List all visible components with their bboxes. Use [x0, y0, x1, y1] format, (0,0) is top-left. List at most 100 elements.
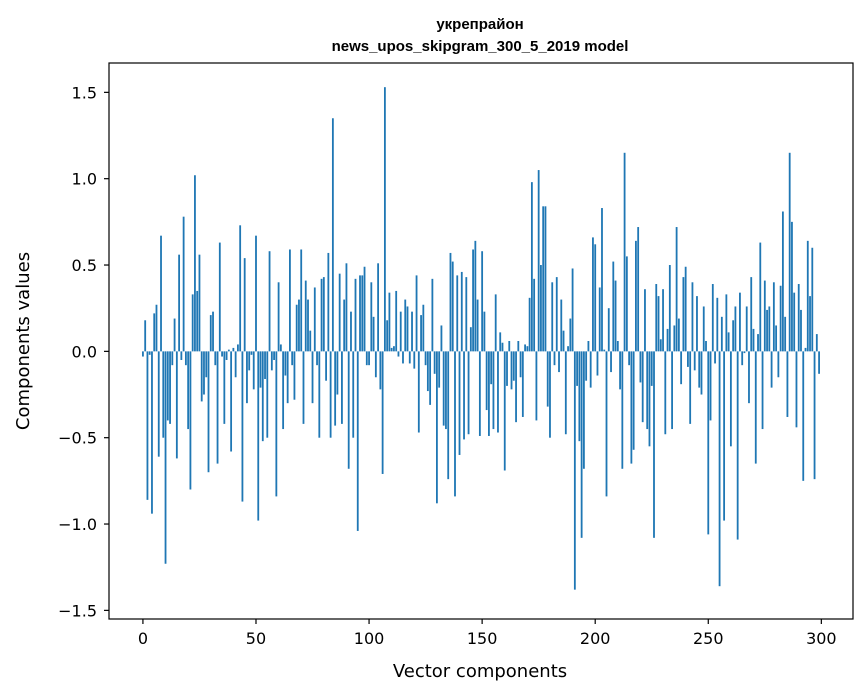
- bar-component-228: [657, 296, 660, 352]
- bar-component-6: [155, 304, 158, 352]
- bar-component-33: [216, 351, 219, 464]
- bar-component-278: [770, 351, 773, 388]
- bar-component-135: [447, 351, 450, 480]
- bar-component-211: [619, 351, 621, 390]
- bar-component-193: [578, 351, 581, 442]
- bar-component-70: [300, 249, 303, 352]
- bar-component-137: [451, 261, 454, 352]
- bar-component-254: [716, 297, 719, 352]
- bar-component-19: [184, 351, 187, 366]
- bar-component-242: [689, 351, 692, 424]
- bar-component-158: [499, 332, 502, 352]
- bar-component-264: [739, 292, 741, 352]
- bar-component-261: [732, 320, 735, 352]
- bar-component-117: [406, 306, 409, 352]
- bar-component-63: [284, 351, 287, 376]
- bar-component-186: [562, 330, 565, 352]
- bar-component-259: [727, 332, 730, 352]
- plot-area-frame: [108, 62, 854, 620]
- y-tick-label: −1.0: [58, 515, 97, 534]
- bar-component-200: [594, 244, 597, 352]
- bar-component-170: [526, 346, 529, 352]
- bar-component-81: [325, 351, 327, 381]
- x-tick-label: 0: [138, 629, 148, 648]
- bar-component-283: [781, 211, 784, 352]
- bar-component-286: [788, 152, 791, 352]
- bar-component-243: [691, 282, 694, 352]
- bar-component-39: [230, 351, 233, 452]
- bar-component-206: [607, 308, 610, 352]
- bar-component-20: [187, 351, 190, 430]
- bar-component-253: [714, 351, 716, 364]
- bar-component-212: [621, 351, 624, 469]
- bar-component-139: [456, 275, 459, 352]
- bar-component-121: [415, 275, 418, 352]
- bar-component-99: [365, 351, 368, 366]
- bar-component-240: [684, 266, 687, 352]
- bar-component-167: [519, 351, 522, 378]
- bar-component-234: [671, 351, 673, 430]
- bar-component-94: [354, 278, 357, 352]
- bar-component-116: [404, 299, 407, 352]
- x-tick-label: 150: [467, 629, 498, 648]
- bar-component-27: [203, 351, 205, 395]
- bar-component-152: [485, 351, 488, 411]
- bar-component-176: [540, 265, 542, 352]
- bar-component-258: [725, 294, 728, 352]
- y-axis-label: Components values: [13, 252, 34, 430]
- bar-component-250: [707, 351, 710, 535]
- bar-component-245: [696, 296, 698, 352]
- y-axis-ticks: −1.5 −1.0 −0.5 0.0 0.5 1.0 1.5: [58, 83, 109, 620]
- bar-component-110: [390, 347, 393, 352]
- bar-component-198: [589, 351, 592, 388]
- bar-component-11: [166, 351, 169, 421]
- bar-component-144: [467, 351, 470, 435]
- bar-component-269: [750, 277, 753, 352]
- bar-component-172: [530, 182, 533, 352]
- bar-component-285: [786, 351, 789, 417]
- bar-component-191: [573, 351, 576, 590]
- bar-component-273: [759, 242, 762, 352]
- bar-component-79: [320, 278, 323, 352]
- bar-component-119: [411, 311, 413, 352]
- bar-component-30: [209, 315, 212, 352]
- bar-component-102: [372, 316, 375, 352]
- bar-component-184: [558, 351, 560, 373]
- bar-component-29: [207, 351, 210, 473]
- bar-component-171: [528, 297, 531, 352]
- bar-component-128: [431, 278, 434, 352]
- bar-component-267: [745, 306, 748, 352]
- bar-component-179: [546, 351, 549, 407]
- bar-component-150: [481, 251, 484, 352]
- bar-component-131: [438, 351, 441, 388]
- y-tick-label: 0.5: [72, 256, 97, 275]
- bar-component-207: [610, 351, 612, 373]
- bar-component-120: [413, 351, 416, 369]
- bar-component-263: [736, 351, 739, 540]
- bar-component-84: [331, 118, 334, 352]
- bar-component-50: [255, 235, 257, 352]
- bar-component-143: [465, 277, 468, 352]
- bar-component-147: [474, 240, 477, 352]
- bar-component-216: [630, 351, 633, 464]
- bar-component-134: [445, 351, 447, 430]
- bar-component-156: [494, 294, 497, 352]
- y-tick-label: −1.5: [58, 601, 97, 620]
- bar-component-57: [270, 351, 273, 371]
- bar-component-187: [564, 351, 567, 435]
- bar-component-122: [417, 351, 420, 433]
- bar-component-160: [503, 351, 506, 471]
- bar-component-166: [517, 341, 520, 352]
- bar-component-52: [259, 351, 262, 388]
- bar-component-130: [436, 351, 438, 504]
- bar-component-69: [298, 299, 300, 352]
- x-tick-label: 100: [354, 629, 385, 648]
- bar-component-68: [295, 304, 298, 352]
- bar-component-88: [341, 351, 343, 424]
- bar-component-16: [178, 254, 181, 352]
- bar-component-28: [205, 351, 208, 378]
- bar-component-15: [175, 351, 178, 459]
- bar-component-266: [743, 351, 746, 354]
- bar-component-249: [705, 341, 707, 352]
